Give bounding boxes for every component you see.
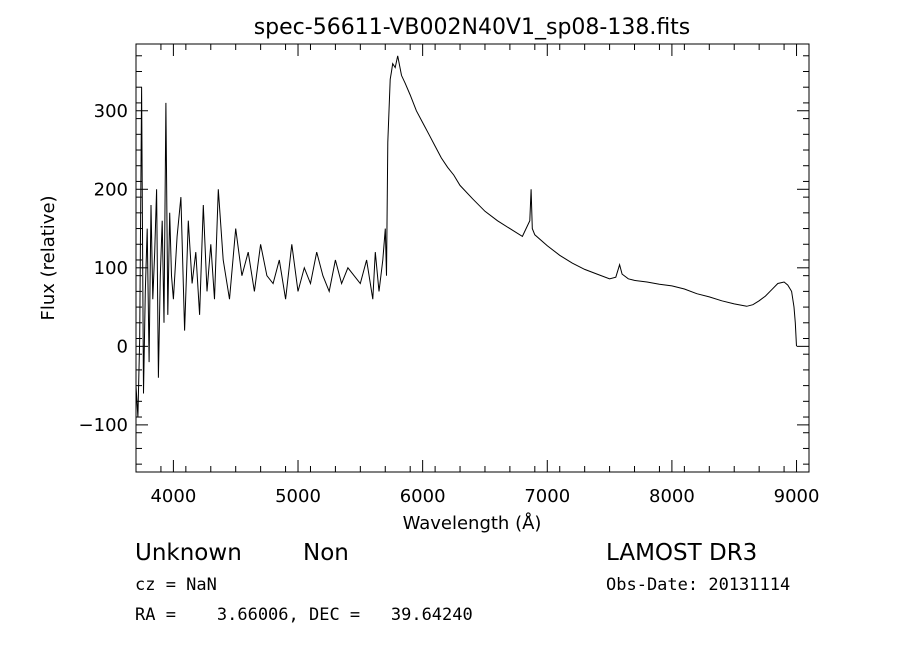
y-tick-label: 0	[117, 336, 128, 357]
y-tick-label: −100	[79, 415, 128, 436]
x-tick-label: 6000	[400, 486, 446, 507]
y-tick-labels: −100 0 100 200 300	[79, 101, 128, 436]
survey-name: LAMOST DR3	[606, 540, 757, 566]
x-tick-label: 5000	[275, 486, 321, 507]
plot-frame	[135, 43, 810, 473]
x-tick-label: 4000	[150, 486, 196, 507]
x-tick-label: 8000	[649, 486, 695, 507]
x-axis-label: Wavelength (Å)	[403, 512, 542, 534]
spectrum-line	[135, 55, 797, 418]
coordinates: RA = 3.66006, DEC = 39.64240	[135, 605, 473, 625]
observation-date: Obs-Date: 20131114	[606, 575, 790, 595]
axis-ticks	[135, 44, 810, 472]
x-tick-label: 7000	[524, 486, 570, 507]
x-tick-labels: 4000 5000 6000 7000 8000 9000	[150, 486, 819, 507]
redshift-cz: cz = NaN	[135, 575, 217, 595]
y-tick-label: 200	[94, 179, 128, 200]
chart-title: spec-56611-VB002N40V1_sp08-138.fits	[254, 15, 691, 40]
object-class: Unknown	[135, 540, 242, 566]
y-axis-label: Flux (relative)	[38, 195, 59, 320]
x-tick-label: 9000	[774, 486, 820, 507]
y-tick-label: 300	[94, 101, 128, 122]
y-tick-label: 100	[94, 258, 128, 279]
object-subclass: Non	[303, 540, 349, 566]
